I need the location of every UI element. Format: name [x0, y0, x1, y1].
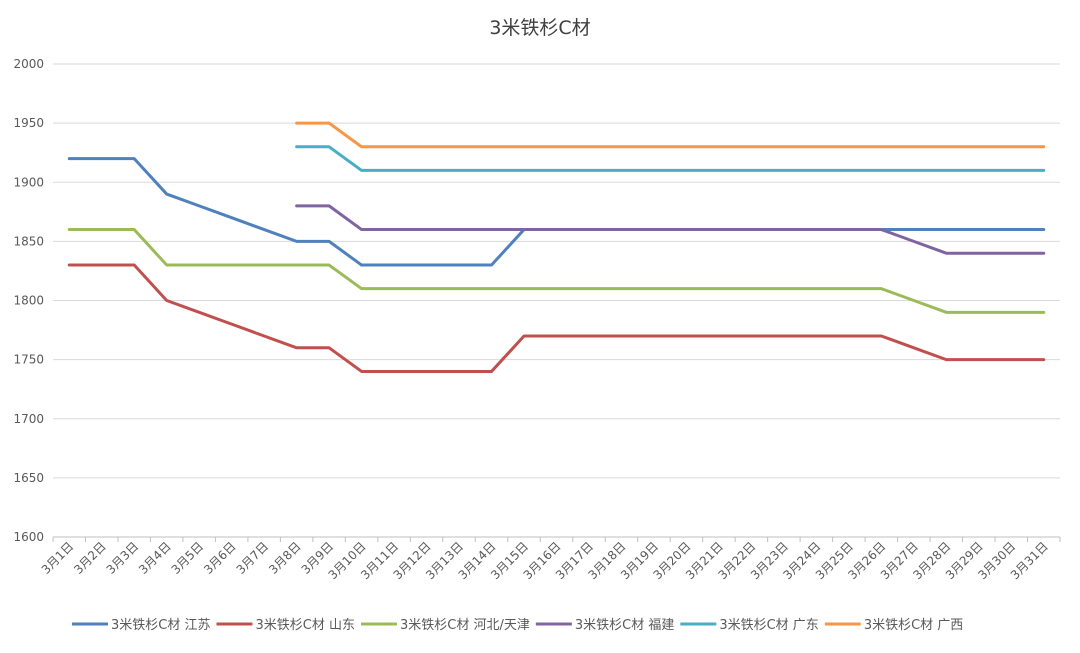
y-tick-label: 1750 — [13, 353, 44, 367]
legend-label: 3米铁杉C材 江苏 — [111, 617, 210, 633]
legend-label: 3米铁杉C材 河北/天津 — [400, 618, 530, 633]
y-tick-label: 2000 — [13, 57, 44, 71]
y-tick-label: 1700 — [13, 412, 44, 426]
legend-label: 3米铁杉C材 广西 — [864, 618, 963, 633]
x-tick-label: 3月7日 — [234, 539, 272, 577]
legend-item: 3米铁杉C材 河北/天津 — [360, 618, 530, 633]
x-tick-label: 3月4日 — [136, 539, 174, 577]
x-tick-label: 3月3日 — [104, 539, 142, 577]
y-tick-label: 1850 — [13, 234, 44, 248]
x-tick-label: 3月5日 — [169, 539, 207, 577]
legend-item: 3米铁杉C材 广东 — [680, 618, 819, 633]
series-line-0 — [67, 157, 1046, 267]
x-tick-label: 3月2日 — [71, 539, 109, 577]
y-tick-label: 1800 — [13, 294, 44, 308]
y-axis: 1600 1650 1700 1750 1800 1850 1900 1950 2000 — [13, 57, 44, 544]
legend-label: 3米铁杉C材 福建 — [575, 618, 674, 633]
series-line-3 — [295, 204, 1046, 255]
legend-item: 3米铁杉C材 广西 — [824, 618, 963, 633]
y-tick-label: 1900 — [13, 175, 44, 189]
legend-label: 3米铁杉C材 广东 — [719, 618, 818, 633]
x-axis: 3月1日3月2日3月3日3月4日3月5日3月6日3月7日3月8日3月9日3月10… — [39, 536, 1061, 582]
x-tick-label: 3月8日 — [266, 539, 304, 577]
chart-title: 3米铁杉C材 — [489, 17, 590, 39]
series-line-4 — [295, 145, 1046, 172]
legend: 3米铁杉C材 江苏 3米铁杉C材 山东 3米铁杉C材 河北/天津 3米铁杉C材 福建 3… — [72, 617, 963, 633]
series-line-5 — [295, 121, 1046, 149]
y-tick-label: 1950 — [13, 116, 44, 130]
y-tick-label: 1600 — [13, 530, 44, 544]
x-tick-label: 3月6日 — [201, 539, 239, 577]
series-lines — [67, 121, 1046, 373]
series-line-2 — [67, 228, 1046, 314]
gridlines — [53, 63, 1060, 479]
y-tick-label: 1650 — [13, 471, 44, 485]
x-tick-label: 3月1日 — [39, 539, 77, 577]
legend-label: 3米铁杉C材 山东 — [255, 618, 354, 633]
series-line-1 — [67, 263, 1046, 373]
legend-item: 3米铁杉C材 江苏 — [72, 617, 210, 633]
legend-item: 3米铁杉C材 山东 — [216, 618, 355, 633]
legend-item: 3米铁杉C材 福建 — [535, 618, 674, 633]
